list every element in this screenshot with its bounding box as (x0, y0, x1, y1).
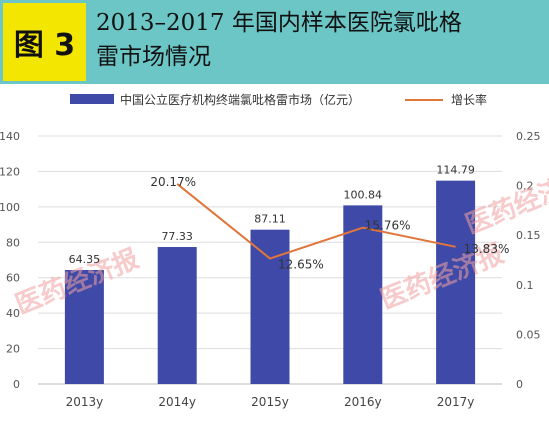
bar (64, 270, 104, 384)
left-axis-tick-label: 20 (6, 343, 20, 356)
right-axis-tick-label: 0 (516, 378, 523, 391)
growth-data-label: 20.17% (150, 175, 196, 189)
x-axis-category-label: 2017y (437, 395, 475, 409)
growth-rate-line (176, 183, 456, 260)
bar-data-label: 77.33 (161, 230, 193, 243)
figure-number-badge: 图 3 (3, 3, 86, 81)
bar-data-label: 114.79 (436, 164, 475, 177)
chart-title: 2013–2017 年国内样本医院氯吡格 雷市场情况 (96, 6, 542, 74)
chart-title-line-2: 雷市场情况 (96, 44, 211, 70)
right-axis-tick-label: 0.25 (516, 130, 541, 143)
x-axis-category-label: 2016y (344, 395, 382, 409)
bar (157, 247, 197, 384)
bar (343, 205, 383, 384)
left-axis-tick-label: 100 (0, 201, 20, 214)
chart-title-line-1: 2013–2017 年国内样本医院氯吡格 (96, 10, 462, 36)
growth-data-label: 15.76% (365, 219, 411, 233)
x-axis-category-label: 2014y (158, 395, 196, 409)
left-axis-tick-label: 40 (6, 307, 20, 320)
combo-chart: 中国公立医疗机构终端氯吡格雷市场（亿元） 增长率 0 20 40 60 80 100 120 14… (0, 92, 549, 409)
growth-data-label: 13.83% (464, 242, 510, 256)
right-axis-tick-label: 0.2 (516, 180, 534, 193)
left-axis-tick-label: 80 (6, 236, 20, 249)
x-axis-category-label: 2013y (66, 395, 104, 409)
right-axis-tick-label: 0.15 (516, 229, 541, 242)
legend-bar-label: 中国公立医疗机构终端氯吡格雷市场（亿元） (120, 92, 360, 107)
bar (250, 229, 290, 384)
bar-data-label: 64.35 (69, 253, 101, 266)
x-axis-category-label: 2015y (251, 395, 289, 409)
growth-data-label: 12.65% (278, 258, 324, 272)
left-axis-tick-label: 120 (0, 165, 20, 178)
right-axis-tick-label: 0.05 (516, 328, 541, 341)
left-axis-tick-label: 60 (6, 272, 20, 285)
legend-bar-swatch (70, 94, 114, 104)
left-axis-tick-label: 0 (13, 378, 20, 391)
bar-data-label: 87.11 (254, 213, 286, 226)
header-banner: 图 3 2013–2017 年国内样本医院氯吡格 雷市场情况 (0, 0, 549, 84)
left-axis-tick-label: 140 (0, 130, 20, 143)
right-axis-tick-label: 0.1 (516, 279, 534, 292)
chart-area: 中国公立医疗机构终端氯吡格雷市场（亿元） 增长率 0 20 40 60 80 100 120 14… (0, 84, 549, 433)
legend-line-label: 增长率 (451, 92, 487, 107)
bar-data-label: 100.84 (344, 188, 383, 201)
bar (436, 180, 476, 384)
